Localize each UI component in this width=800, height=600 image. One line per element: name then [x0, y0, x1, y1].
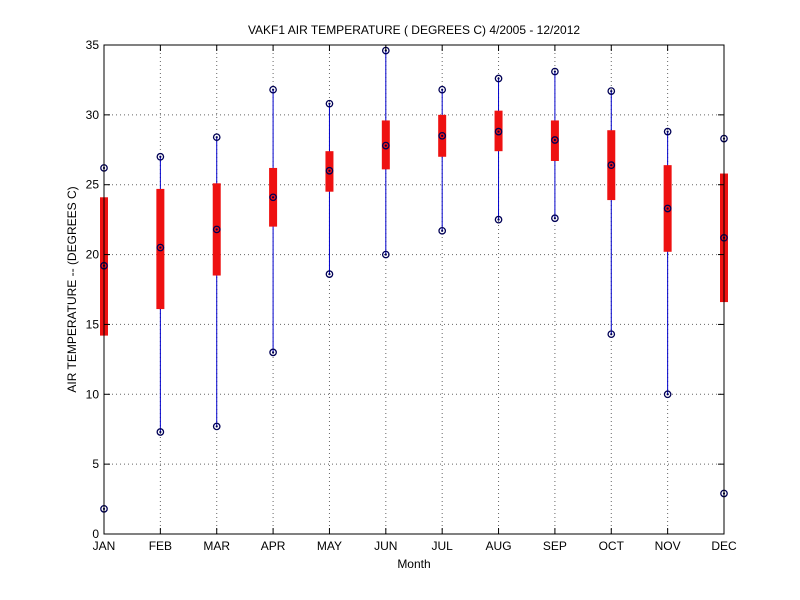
median-marker-jul	[438, 131, 447, 140]
y-tick-label: 20	[86, 248, 100, 262]
median-marker-dot-mar	[215, 228, 218, 231]
median-marker-aug	[494, 127, 503, 136]
min-marker-dot-jul	[441, 229, 444, 232]
max-marker-oct	[607, 87, 616, 95]
min-marker-aug	[494, 215, 503, 224]
max-marker-dot-sep	[553, 70, 557, 73]
median-marker-dot-feb	[159, 246, 162, 249]
y-tick-label: 25	[86, 178, 100, 192]
x-tick-label-nov: NOV	[655, 539, 681, 553]
max-marker-mar	[212, 133, 221, 142]
max-marker-aug	[494, 74, 503, 83]
min-marker-jul	[438, 226, 447, 235]
max-marker-dot-may	[328, 102, 331, 105]
median-marker-sep	[551, 136, 559, 144]
median-marker-mar	[212, 225, 221, 234]
x-tick-label-sep: SEP	[543, 539, 567, 553]
x-tick-label-jun: JUN	[374, 539, 397, 553]
median-marker-dot-aug	[497, 130, 500, 133]
x-tick-label-feb: FEB	[149, 539, 172, 553]
median-marker-dot-oct	[610, 164, 613, 167]
max-marker-dot-aug	[497, 77, 500, 80]
max-marker-dot-apr	[271, 88, 275, 91]
y-tick-label: 35	[86, 38, 100, 52]
tick-layer: 0 5 10 15 20 25 30 35 JAN FEB MAR APR MAY JUN JUL AUG SE…	[86, 38, 737, 553]
x-tick-label-aug: AUG	[486, 539, 512, 553]
y-tick-label: 0	[92, 527, 99, 541]
median-marker-nov	[663, 204, 672, 213]
max-marker-jul	[438, 85, 447, 94]
y-tick-label: 30	[86, 108, 100, 122]
x-tick-label-dec: DEC	[711, 539, 737, 553]
median-marker-jun	[381, 141, 390, 150]
x-axis-label: Month	[397, 557, 430, 571]
min-marker-apr	[269, 348, 277, 357]
min-marker-dot-sep	[553, 217, 557, 220]
min-marker-may	[325, 270, 334, 278]
min-marker-dot-feb	[159, 430, 162, 434]
y-axis-label: AIR TEMPERATURE -- (DEGREES C)	[65, 186, 79, 392]
max-marker-sep	[551, 67, 559, 76]
x-tick-label-oct: OCT	[599, 539, 625, 553]
median-marker-dot-jun	[384, 144, 387, 147]
max-marker-nov	[663, 127, 672, 136]
median-marker-dot-nov	[666, 207, 669, 210]
median-marker-oct	[607, 161, 616, 170]
min-marker-dot-aug	[497, 218, 500, 221]
min-marker-dot-jun	[384, 253, 387, 256]
y-tick-label: 10	[86, 387, 100, 401]
min-marker-mar	[212, 422, 221, 431]
median-marker-dot-may	[328, 169, 331, 172]
min-marker-dot-nov	[666, 393, 669, 396]
median-marker-dot-jul	[441, 134, 444, 137]
min-marker-feb	[156, 428, 165, 436]
box-feb	[156, 188, 165, 310]
median-marker-dot-apr	[271, 196, 275, 199]
max-marker-feb	[156, 152, 165, 161]
min-marker-jun	[381, 250, 390, 259]
y-tick-label: 5	[92, 457, 99, 471]
median-marker-dot-sep	[553, 138, 557, 142]
max-marker-dot-nov	[666, 130, 669, 133]
plot-area	[104, 45, 724, 534]
median-marker-may	[325, 166, 334, 175]
max-marker-dot-feb	[159, 155, 162, 158]
x-tick-label-jan: JAN	[93, 539, 116, 553]
max-marker-dot-jul	[441, 88, 444, 91]
y-tick-label: 15	[86, 317, 100, 331]
min-marker-dot-oct	[610, 333, 613, 336]
median-marker-apr	[269, 193, 277, 202]
chart-title: VAKF1 AIR TEMPERATURE ( DEGREES C) 4/200…	[248, 23, 580, 37]
max-marker-dot-mar	[215, 136, 218, 139]
min-marker-nov	[663, 390, 672, 399]
x-tick-label-apr: APR	[261, 539, 286, 553]
plot-frame	[103, 44, 725, 535]
min-marker-dot-apr	[271, 351, 275, 354]
max-marker-apr	[269, 85, 277, 94]
median-marker-feb	[156, 243, 165, 252]
max-marker-may	[325, 99, 334, 108]
min-marker-dot-mar	[215, 425, 218, 428]
min-marker-sep	[551, 214, 559, 223]
max-marker-dot-oct	[610, 90, 613, 93]
min-marker-oct	[607, 330, 616, 339]
min-marker-dot-may	[328, 273, 331, 276]
x-tick-label-may: MAY	[317, 539, 342, 553]
x-tick-label-mar: MAR	[203, 539, 230, 553]
x-tick-label-jul: JUL	[432, 539, 454, 553]
